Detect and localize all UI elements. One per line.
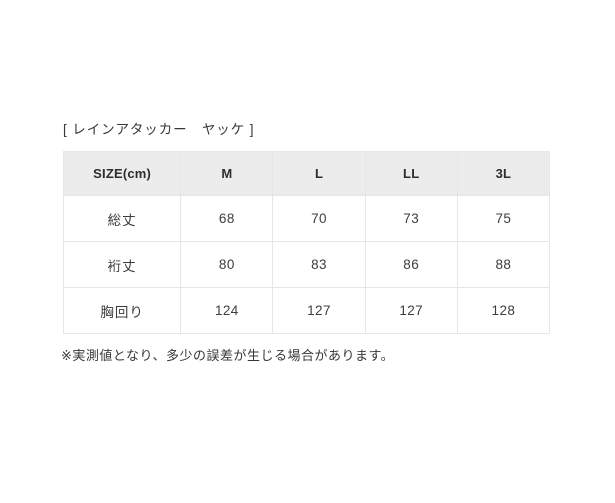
cell-sleeve-length-3l: 88	[456, 241, 551, 288]
measurement-disclaimer-note: ※実測値となり、多少の誤差が生じる場合があります。	[61, 348, 395, 363]
cell-chest-3l: 128	[456, 287, 551, 334]
size-table-body: 総丈 68 70 73 75 裄丈 80 83 86 88 胸回り 124 12…	[62, 195, 551, 334]
content-container: [ レインアタッカー ヤッケ ] SIZE(cm) M L LL 3L 総丈 6…	[61, 120, 553, 366]
header-size-ll: LL	[364, 151, 458, 196]
header-size-m: M	[180, 151, 274, 196]
table-row: 胸回り 124 127 127 128	[62, 287, 551, 334]
cell-sleeve-length-m: 80	[180, 241, 274, 288]
table-row: 裄丈 80 83 86 88	[62, 241, 551, 288]
size-table-head: SIZE(cm) M L LL 3L	[62, 151, 551, 196]
cell-chest-m: 124	[180, 287, 274, 334]
header-size-l: L	[272, 151, 366, 196]
row-label-sleeve-length: 裄丈	[62, 241, 182, 288]
cell-chest-l: 127	[272, 287, 366, 334]
cell-total-length-m: 68	[180, 195, 274, 242]
cell-total-length-3l: 75	[456, 195, 551, 242]
header-size-3l: 3L	[456, 151, 551, 196]
cell-sleeve-length-ll: 86	[364, 241, 458, 288]
cell-chest-ll: 127	[364, 287, 458, 334]
cell-sleeve-length-l: 83	[272, 241, 366, 288]
row-label-chest: 胸回り	[62, 287, 182, 334]
row-label-total-length: 総丈	[62, 195, 182, 242]
header-size-unit: SIZE(cm)	[62, 151, 182, 196]
table-row: 総丈 68 70 73 75	[62, 195, 551, 242]
table-header-row: SIZE(cm) M L LL 3L	[62, 151, 551, 196]
cell-total-length-l: 70	[272, 195, 366, 242]
page-title: [ レインアタッカー ヤッケ ]	[63, 122, 255, 137]
cell-total-length-ll: 73	[364, 195, 458, 242]
size-table: SIZE(cm) M L LL 3L 総丈 68 70 73 75 裄丈 80	[62, 151, 551, 334]
